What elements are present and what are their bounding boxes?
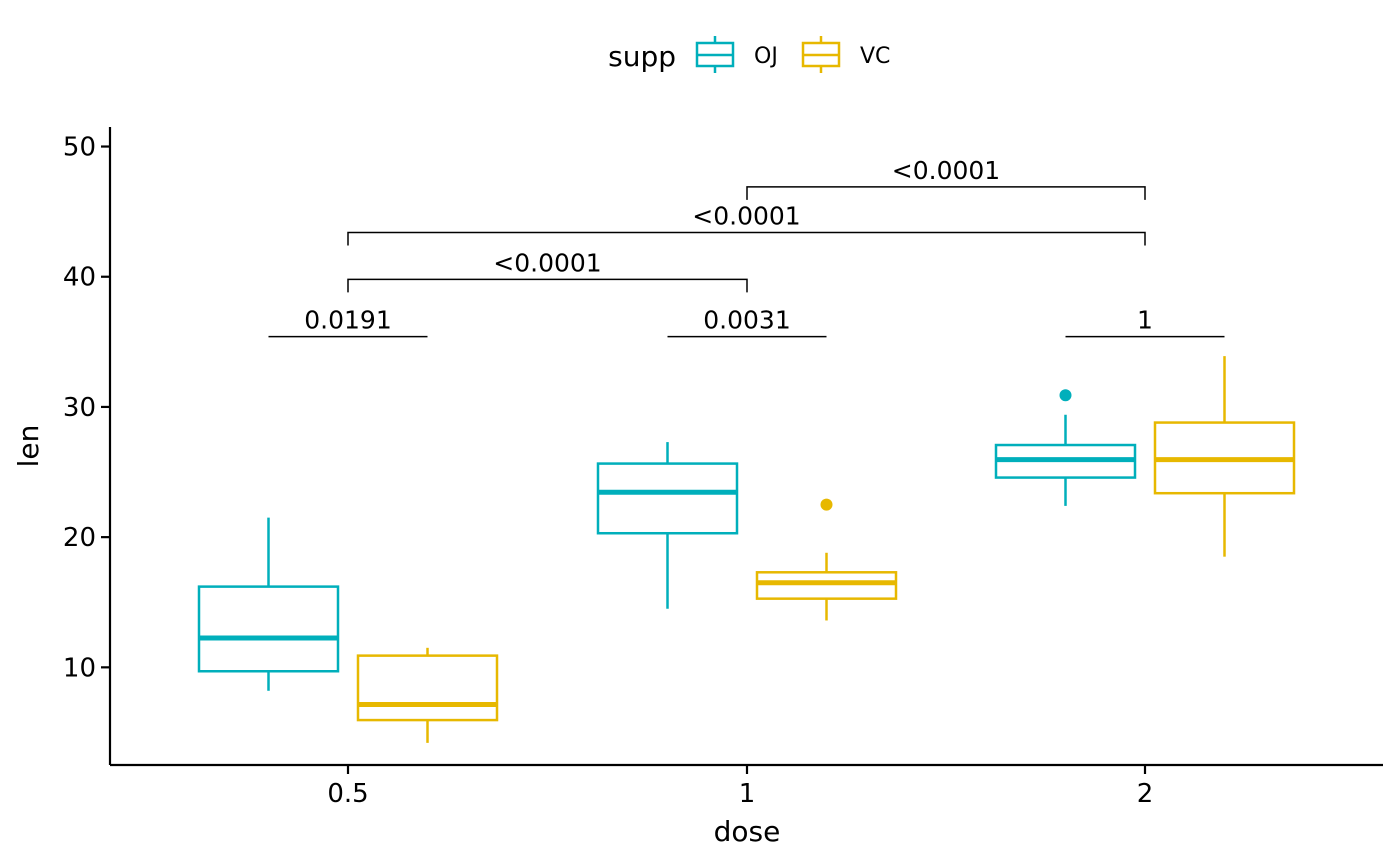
- bracket-line: [746, 186, 1146, 200]
- p-value-label: <0.0001: [892, 156, 1000, 185]
- group-comparison: 0.0031: [667, 306, 827, 338]
- x-tick-label: 2: [1137, 779, 1154, 809]
- outlier-point: [1059, 389, 1072, 402]
- box-OJ-2: [994, 389, 1137, 506]
- box-iqr: [596, 462, 739, 535]
- x-axis-title: dose: [714, 815, 781, 848]
- box-OJ-0.5: [197, 517, 340, 691]
- y-tick-label: 10: [63, 653, 96, 683]
- box-OJ-1: [596, 442, 739, 609]
- legend-item-OJ: OJ: [695, 36, 778, 73]
- box-VC-1: [755, 498, 898, 621]
- box-VC-0.5: [356, 647, 499, 743]
- outlier-point: [820, 498, 833, 511]
- bracket-line: [347, 278, 748, 293]
- x-tick-label: 0.5: [327, 779, 368, 809]
- y-tick-label: 20: [63, 523, 96, 553]
- group-comparison: 0.0191: [268, 306, 428, 338]
- comparison-bracket: <0.0001: [347, 248, 748, 293]
- y-tick-label: 40: [63, 263, 96, 293]
- y-axis: 10 20 30 40 50: [63, 133, 110, 683]
- group-comparison: 1: [1065, 306, 1225, 338]
- y-axis-title: len: [12, 425, 45, 468]
- comparison-bracket: <0.0001: [746, 156, 1146, 200]
- x-tick-label: 1: [739, 779, 756, 809]
- legend-label: OJ: [754, 44, 778, 69]
- legend-label: VC: [860, 44, 890, 69]
- boxplots: [197, 356, 1296, 743]
- p-value-label: <0.0001: [692, 201, 800, 230]
- legend-item-VC: VC: [801, 36, 890, 73]
- bracket-line: [347, 231, 1146, 246]
- p-value-label: 0.0031: [703, 306, 790, 335]
- p-value-annotations: 0.0191 0.0031 1 <0.0001 <0.0001 <0.0001: [268, 156, 1225, 338]
- plot-area: 0.0191 0.0031 1 <0.0001 <0.0001 <0.0001 10 20 3…: [63, 127, 1383, 809]
- legend: supp OJ VC: [608, 36, 890, 73]
- y-tick-label: 30: [63, 393, 96, 423]
- box-iqr: [755, 571, 898, 600]
- y-tick-label: 50: [63, 133, 96, 163]
- p-value-label: 0.0191: [304, 306, 391, 335]
- box-VC-2: [1153, 356, 1296, 557]
- p-value-label: 1: [1137, 306, 1153, 335]
- box-iqr: [197, 585, 340, 673]
- x-axis: 0.5 1 2: [327, 765, 1153, 809]
- comparison-bracket: <0.0001: [347, 201, 1146, 246]
- p-value-label: <0.0001: [493, 248, 601, 277]
- legend-title: supp: [608, 40, 676, 73]
- box-iqr: [356, 654, 499, 722]
